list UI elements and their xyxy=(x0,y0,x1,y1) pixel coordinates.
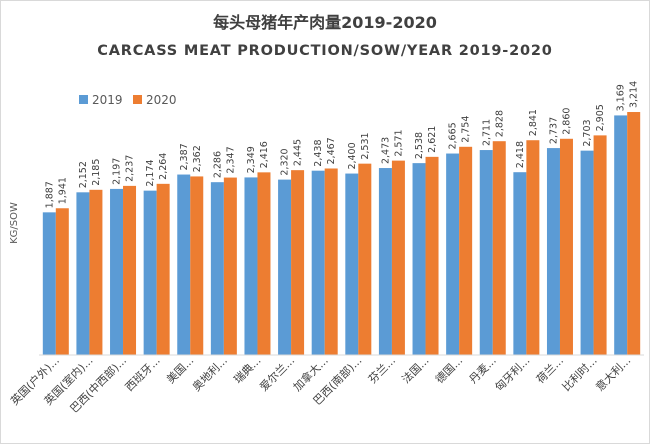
bar-2020-8 xyxy=(324,168,338,355)
bar-2019-15 xyxy=(546,148,560,355)
data-label-2019-14: 2,418 xyxy=(515,141,526,168)
data-label-2019-9: 2,400 xyxy=(347,142,358,169)
bar-2020-7 xyxy=(291,170,305,355)
data-label-2020-2: 2,237 xyxy=(125,155,136,182)
data-label-2020-11: 2,621 xyxy=(427,126,438,153)
legend-label-2020: 2020 xyxy=(146,93,177,107)
x-tick-label-6: 瑞典... xyxy=(231,353,264,386)
data-label-2019-11: 2,538 xyxy=(414,132,425,159)
data-label-2020-9: 2,531 xyxy=(360,132,371,159)
data-label-2020-4: 2,362 xyxy=(192,145,203,172)
data-label-2019-17: 3,169 xyxy=(616,84,627,111)
bar-2019-12 xyxy=(446,153,460,355)
legend-swatch-2019 xyxy=(79,95,88,104)
data-label-2020-3: 2,264 xyxy=(158,153,169,180)
data-labels-group: 1,887 1,941 2,152 2,185 2,197 2,237 2,174 2,264… xyxy=(44,81,639,209)
data-label-2020-12: 2,754 xyxy=(461,116,472,143)
bar-2020-4 xyxy=(190,176,204,355)
data-label-2020-16: 2,905 xyxy=(595,104,606,131)
data-label-2019-4: 2,387 xyxy=(179,143,190,170)
x-tick-label-7: 爱尔兰... xyxy=(257,354,297,394)
bar-2020-14 xyxy=(526,140,540,355)
data-label-2020-7: 2,445 xyxy=(293,139,304,166)
bar-2020-3 xyxy=(156,183,170,355)
bar-2020-17 xyxy=(627,112,641,356)
data-label-2019-1: 2,152 xyxy=(78,161,89,188)
bar-2019-2 xyxy=(110,188,124,355)
bar-2020-6 xyxy=(257,172,271,355)
bars-group xyxy=(42,112,641,356)
bar-2020-5 xyxy=(223,177,237,355)
x-tick-label-17: 意大利... xyxy=(593,353,634,394)
data-label-2019-6: 2,349 xyxy=(246,146,257,173)
data-label-2020-13: 2,828 xyxy=(494,110,505,137)
x-tick-labels-group: 英国(户外)...英国(室内)...巴西(中西部)...西班牙... 美国...奥… xyxy=(7,353,633,415)
legend: 2019 2020 xyxy=(79,93,177,107)
bar-2020-9 xyxy=(358,163,372,355)
bar-2019-9 xyxy=(345,173,359,355)
bar-2019-11 xyxy=(412,163,426,355)
data-label-2019-5: 2,286 xyxy=(212,151,223,178)
chart-subtitle: CARCASS MEAT PRODUCTION/SOW/YEAR 2019-20… xyxy=(97,43,552,59)
bar-2019-13 xyxy=(479,150,493,355)
bar-2019-6 xyxy=(244,177,258,355)
data-label-2019-3: 2,174 xyxy=(145,159,156,186)
data-label-2019-15: 2,737 xyxy=(548,117,559,144)
bar-2020-1 xyxy=(89,189,103,355)
x-tick-label-13: 丹麦... xyxy=(467,354,499,386)
data-label-2019-8: 2,438 xyxy=(313,139,324,166)
chart-title: 每头母猪年产肉量2019-2020 xyxy=(213,13,437,32)
bar-2019-5 xyxy=(210,182,224,355)
data-label-2020-17: 3,214 xyxy=(629,81,640,108)
data-label-2019-10: 2,473 xyxy=(380,137,391,164)
x-tick-label-5: 奥地利... xyxy=(189,353,230,394)
bar-2019-3 xyxy=(143,190,157,355)
data-label-2020-8: 2,467 xyxy=(326,137,337,164)
legend-swatch-2020 xyxy=(133,95,142,104)
bar-2020-16 xyxy=(593,135,607,355)
bar-2019-7 xyxy=(278,179,292,355)
bar-2019-17 xyxy=(614,115,628,355)
bar-2019-1 xyxy=(76,192,90,355)
bar-2019-8 xyxy=(311,170,325,355)
x-tick-label-12: 德国... xyxy=(432,353,465,386)
bar-2019-14 xyxy=(513,172,527,355)
data-label-2020-10: 2,571 xyxy=(393,129,404,156)
data-label-2020-0: 1,941 xyxy=(57,177,68,204)
x-tick-label-16: 比利时... xyxy=(560,354,600,394)
data-label-2019-13: 2,711 xyxy=(481,119,492,146)
bar-2019-0 xyxy=(42,212,56,355)
bar-2020-12 xyxy=(459,146,473,355)
data-label-2019-12: 2,665 xyxy=(448,122,459,149)
data-label-2019-16: 2,703 xyxy=(582,119,593,146)
x-tick-label-15: 荷兰... xyxy=(534,354,566,386)
data-label-2020-1: 2,185 xyxy=(91,159,102,186)
x-tick-label-14: 匈牙利... xyxy=(492,353,533,394)
bar-2020-2 xyxy=(123,185,137,355)
legend-label-2019: 2019 xyxy=(92,93,123,107)
data-label-2019-7: 2,320 xyxy=(280,148,291,175)
bar-2020-11 xyxy=(425,156,439,355)
x-tick-label-11: 法国... xyxy=(399,353,432,386)
y-axis-label: KG/SOW xyxy=(9,202,20,244)
data-label-2020-15: 2,860 xyxy=(561,108,572,135)
data-label-2019-0: 1,887 xyxy=(44,181,55,208)
data-label-2020-14: 2,841 xyxy=(528,109,539,136)
data-label-2020-5: 2,347 xyxy=(225,146,236,173)
x-tick-label-4: 美国... xyxy=(164,354,196,386)
bar-2019-16 xyxy=(580,150,594,355)
bar-2020-10 xyxy=(391,160,405,355)
bar-2020-13 xyxy=(492,141,506,355)
bar-2019-4 xyxy=(177,174,191,355)
bar-2020-15 xyxy=(559,138,573,355)
bar-2019-10 xyxy=(378,168,392,355)
x-tick-label-10: 芬兰... xyxy=(366,354,398,386)
data-label-2019-2: 2,197 xyxy=(112,158,123,185)
data-label-2020-6: 2,416 xyxy=(259,141,270,168)
x-tick-label-3: 西班牙... xyxy=(123,354,163,394)
bar-2020-0 xyxy=(55,208,69,355)
x-tick-label-2: 巴西(中西部)... xyxy=(67,353,129,415)
